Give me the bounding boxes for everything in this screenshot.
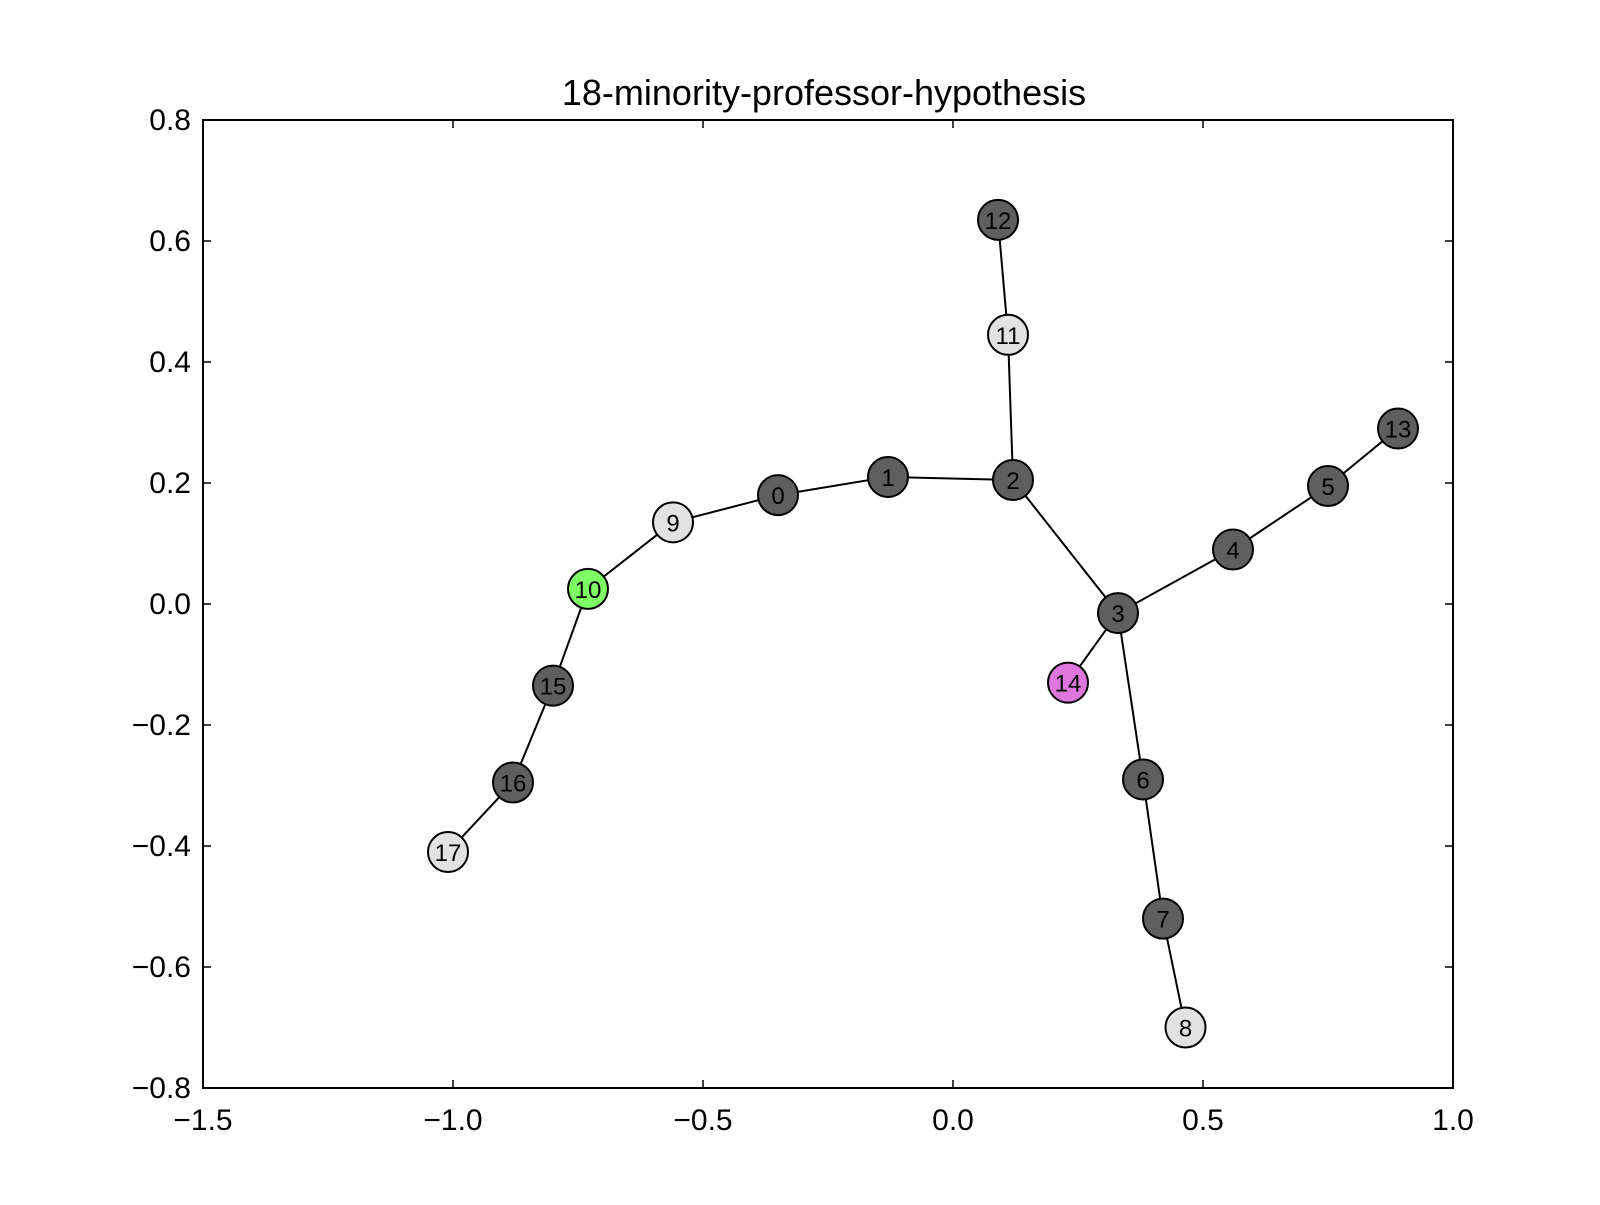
node-label: 17 bbox=[435, 840, 462, 867]
x-tick-label: 1.0 bbox=[1432, 1104, 1474, 1137]
node-1: 1 bbox=[867, 455, 909, 498]
plot-frame bbox=[202, 119, 1454, 1089]
edge-2-3 bbox=[1012, 479, 1119, 614]
y-tick-label: 0.4 bbox=[149, 346, 191, 379]
x-tick-label: −1.0 bbox=[423, 1104, 482, 1137]
node-circle bbox=[992, 458, 1034, 501]
node-label: 7 bbox=[1156, 907, 1169, 934]
node-label: 8 bbox=[1179, 1016, 1192, 1043]
node-circle bbox=[977, 198, 1019, 241]
node-circle bbox=[1097, 592, 1139, 635]
node-label: 3 bbox=[1111, 601, 1124, 628]
y-tick-label: 0.6 bbox=[149, 225, 191, 258]
node-label: 11 bbox=[996, 323, 1021, 350]
node-label: 15 bbox=[540, 674, 567, 701]
node-4: 4 bbox=[1212, 528, 1254, 571]
y-tick-label: 0.8 bbox=[149, 104, 191, 137]
node-circle bbox=[1212, 528, 1254, 571]
node-circle bbox=[1142, 897, 1184, 940]
x-tick-label: 0.0 bbox=[932, 1104, 974, 1137]
chart-title: 18-minority-professor-hypothesis bbox=[562, 72, 1086, 113]
node-6: 6 bbox=[1122, 758, 1164, 801]
node-label: 9 bbox=[666, 510, 679, 537]
edges bbox=[447, 219, 1399, 1028]
node-3: 3 bbox=[1097, 592, 1139, 635]
node-12: 12 bbox=[977, 198, 1019, 241]
node-label: 12 bbox=[985, 208, 1012, 235]
node-circle bbox=[567, 567, 609, 610]
node-14: 14 bbox=[1047, 661, 1089, 704]
node-label: 2 bbox=[1006, 468, 1019, 495]
node-15: 15 bbox=[532, 664, 574, 707]
y-tick-label: −0.8 bbox=[132, 1072, 191, 1105]
node-13: 13 bbox=[1377, 407, 1419, 450]
y-tick-label: −0.2 bbox=[132, 709, 191, 742]
node-circle bbox=[1047, 661, 1089, 704]
edge-2-11 bbox=[1007, 334, 1014, 481]
node-label: 6 bbox=[1136, 767, 1149, 794]
node-label: 4 bbox=[1226, 538, 1239, 565]
node-circle bbox=[492, 761, 534, 804]
node-label: 16 bbox=[500, 770, 527, 797]
edge-3-6 bbox=[1117, 612, 1144, 780]
node-2: 2 bbox=[992, 458, 1034, 501]
node-circle bbox=[532, 664, 574, 707]
node-label: 1 bbox=[881, 465, 894, 492]
node-circle bbox=[427, 831, 469, 874]
node-8: 8 bbox=[1164, 1006, 1207, 1049]
node-16: 16 bbox=[492, 761, 534, 804]
node-0: 0 bbox=[757, 474, 799, 517]
node-circle bbox=[757, 474, 799, 517]
node-label: 0 bbox=[771, 483, 784, 510]
edge-6-7 bbox=[1142, 779, 1164, 919]
y-tick-label: −0.4 bbox=[132, 830, 191, 863]
edge-3-4 bbox=[1117, 548, 1234, 614]
node-circle bbox=[1122, 758, 1164, 801]
node-10: 10 bbox=[567, 567, 609, 610]
node-11: 11 bbox=[987, 313, 1029, 356]
node-9: 9 bbox=[652, 501, 694, 544]
node-circle bbox=[1377, 407, 1419, 450]
node-7: 7 bbox=[1142, 897, 1184, 940]
node-label: 14 bbox=[1055, 671, 1082, 698]
x-tick-label: −1.5 bbox=[173, 1104, 232, 1137]
node-label: 5 bbox=[1321, 474, 1334, 501]
node-circle bbox=[1164, 1006, 1207, 1049]
node-circle bbox=[1307, 465, 1349, 508]
node-circle bbox=[867, 455, 909, 498]
y-tick-label: −0.6 bbox=[132, 951, 191, 984]
node-17: 17 bbox=[427, 831, 469, 874]
axis-ticks: −1.5 −1.0 −0.5 0.0 0.5 1.0 0.8 0.6 0.4 0.2 0.0 −0.2… bbox=[132, 104, 1474, 1137]
node-label: 13 bbox=[1385, 417, 1412, 444]
node-circle bbox=[652, 501, 694, 544]
x-tick-label: −0.5 bbox=[673, 1104, 732, 1137]
y-tick-label: 0.0 bbox=[149, 588, 191, 621]
x-tick-label: 0.5 bbox=[1182, 1104, 1224, 1137]
node-5: 5 bbox=[1307, 465, 1349, 508]
y-tick-label: 0.2 bbox=[149, 467, 191, 500]
node-label: 10 bbox=[575, 577, 602, 604]
node-circle bbox=[987, 313, 1029, 356]
